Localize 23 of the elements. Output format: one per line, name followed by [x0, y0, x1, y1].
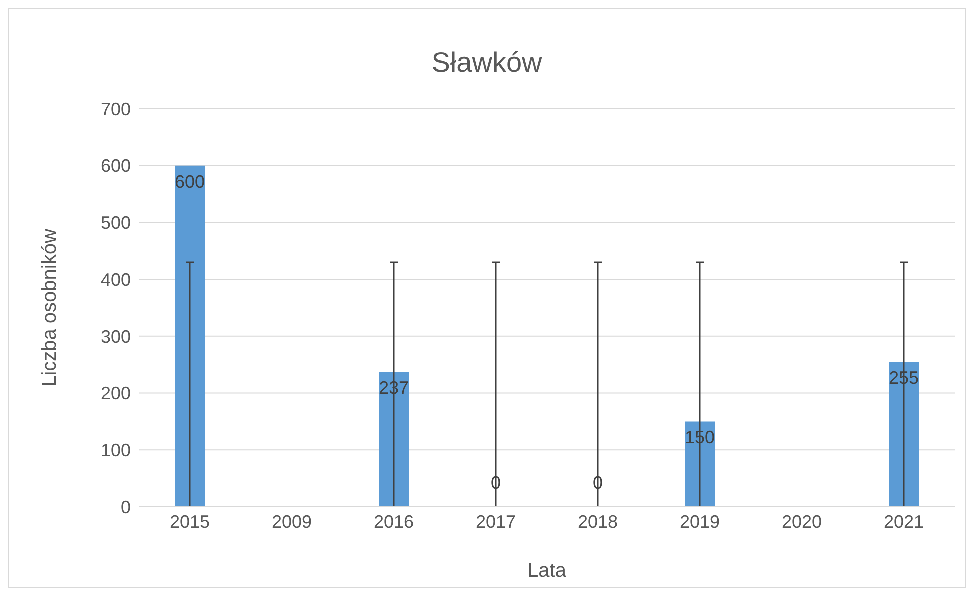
y-tick-label: 400 [100, 270, 131, 290]
bar [175, 166, 205, 507]
x-tick-label: 2017 [476, 512, 516, 532]
x-tick-label: 2020 [782, 512, 822, 532]
x-axis-title: Lata [528, 560, 568, 582]
x-tick-label: 2019 [680, 512, 720, 532]
x-tick-label: 2016 [374, 512, 414, 532]
y-tick-label: 300 [100, 326, 131, 347]
y-tick-label: 0 [120, 497, 131, 518]
x-tick-label: 2018 [578, 512, 618, 532]
chart-title: Sławków [430, 47, 544, 79]
y-tick-label: 700 [100, 99, 131, 120]
x-tick-label: 2009 [272, 512, 312, 532]
bar [379, 372, 409, 507]
data-label: 600 [174, 172, 206, 192]
y-tick-label: 100 [100, 440, 131, 461]
y-axis-title: Liczba osobników [39, 228, 62, 387]
y-tick-label: 600 [100, 156, 131, 176]
y-tick-label: 200 [100, 384, 131, 404]
bar [889, 362, 919, 507]
x-tick-label: 2021 [884, 512, 924, 532]
x-tick-label: 2015 [170, 512, 210, 532]
y-tick-label: 500 [100, 213, 131, 234]
